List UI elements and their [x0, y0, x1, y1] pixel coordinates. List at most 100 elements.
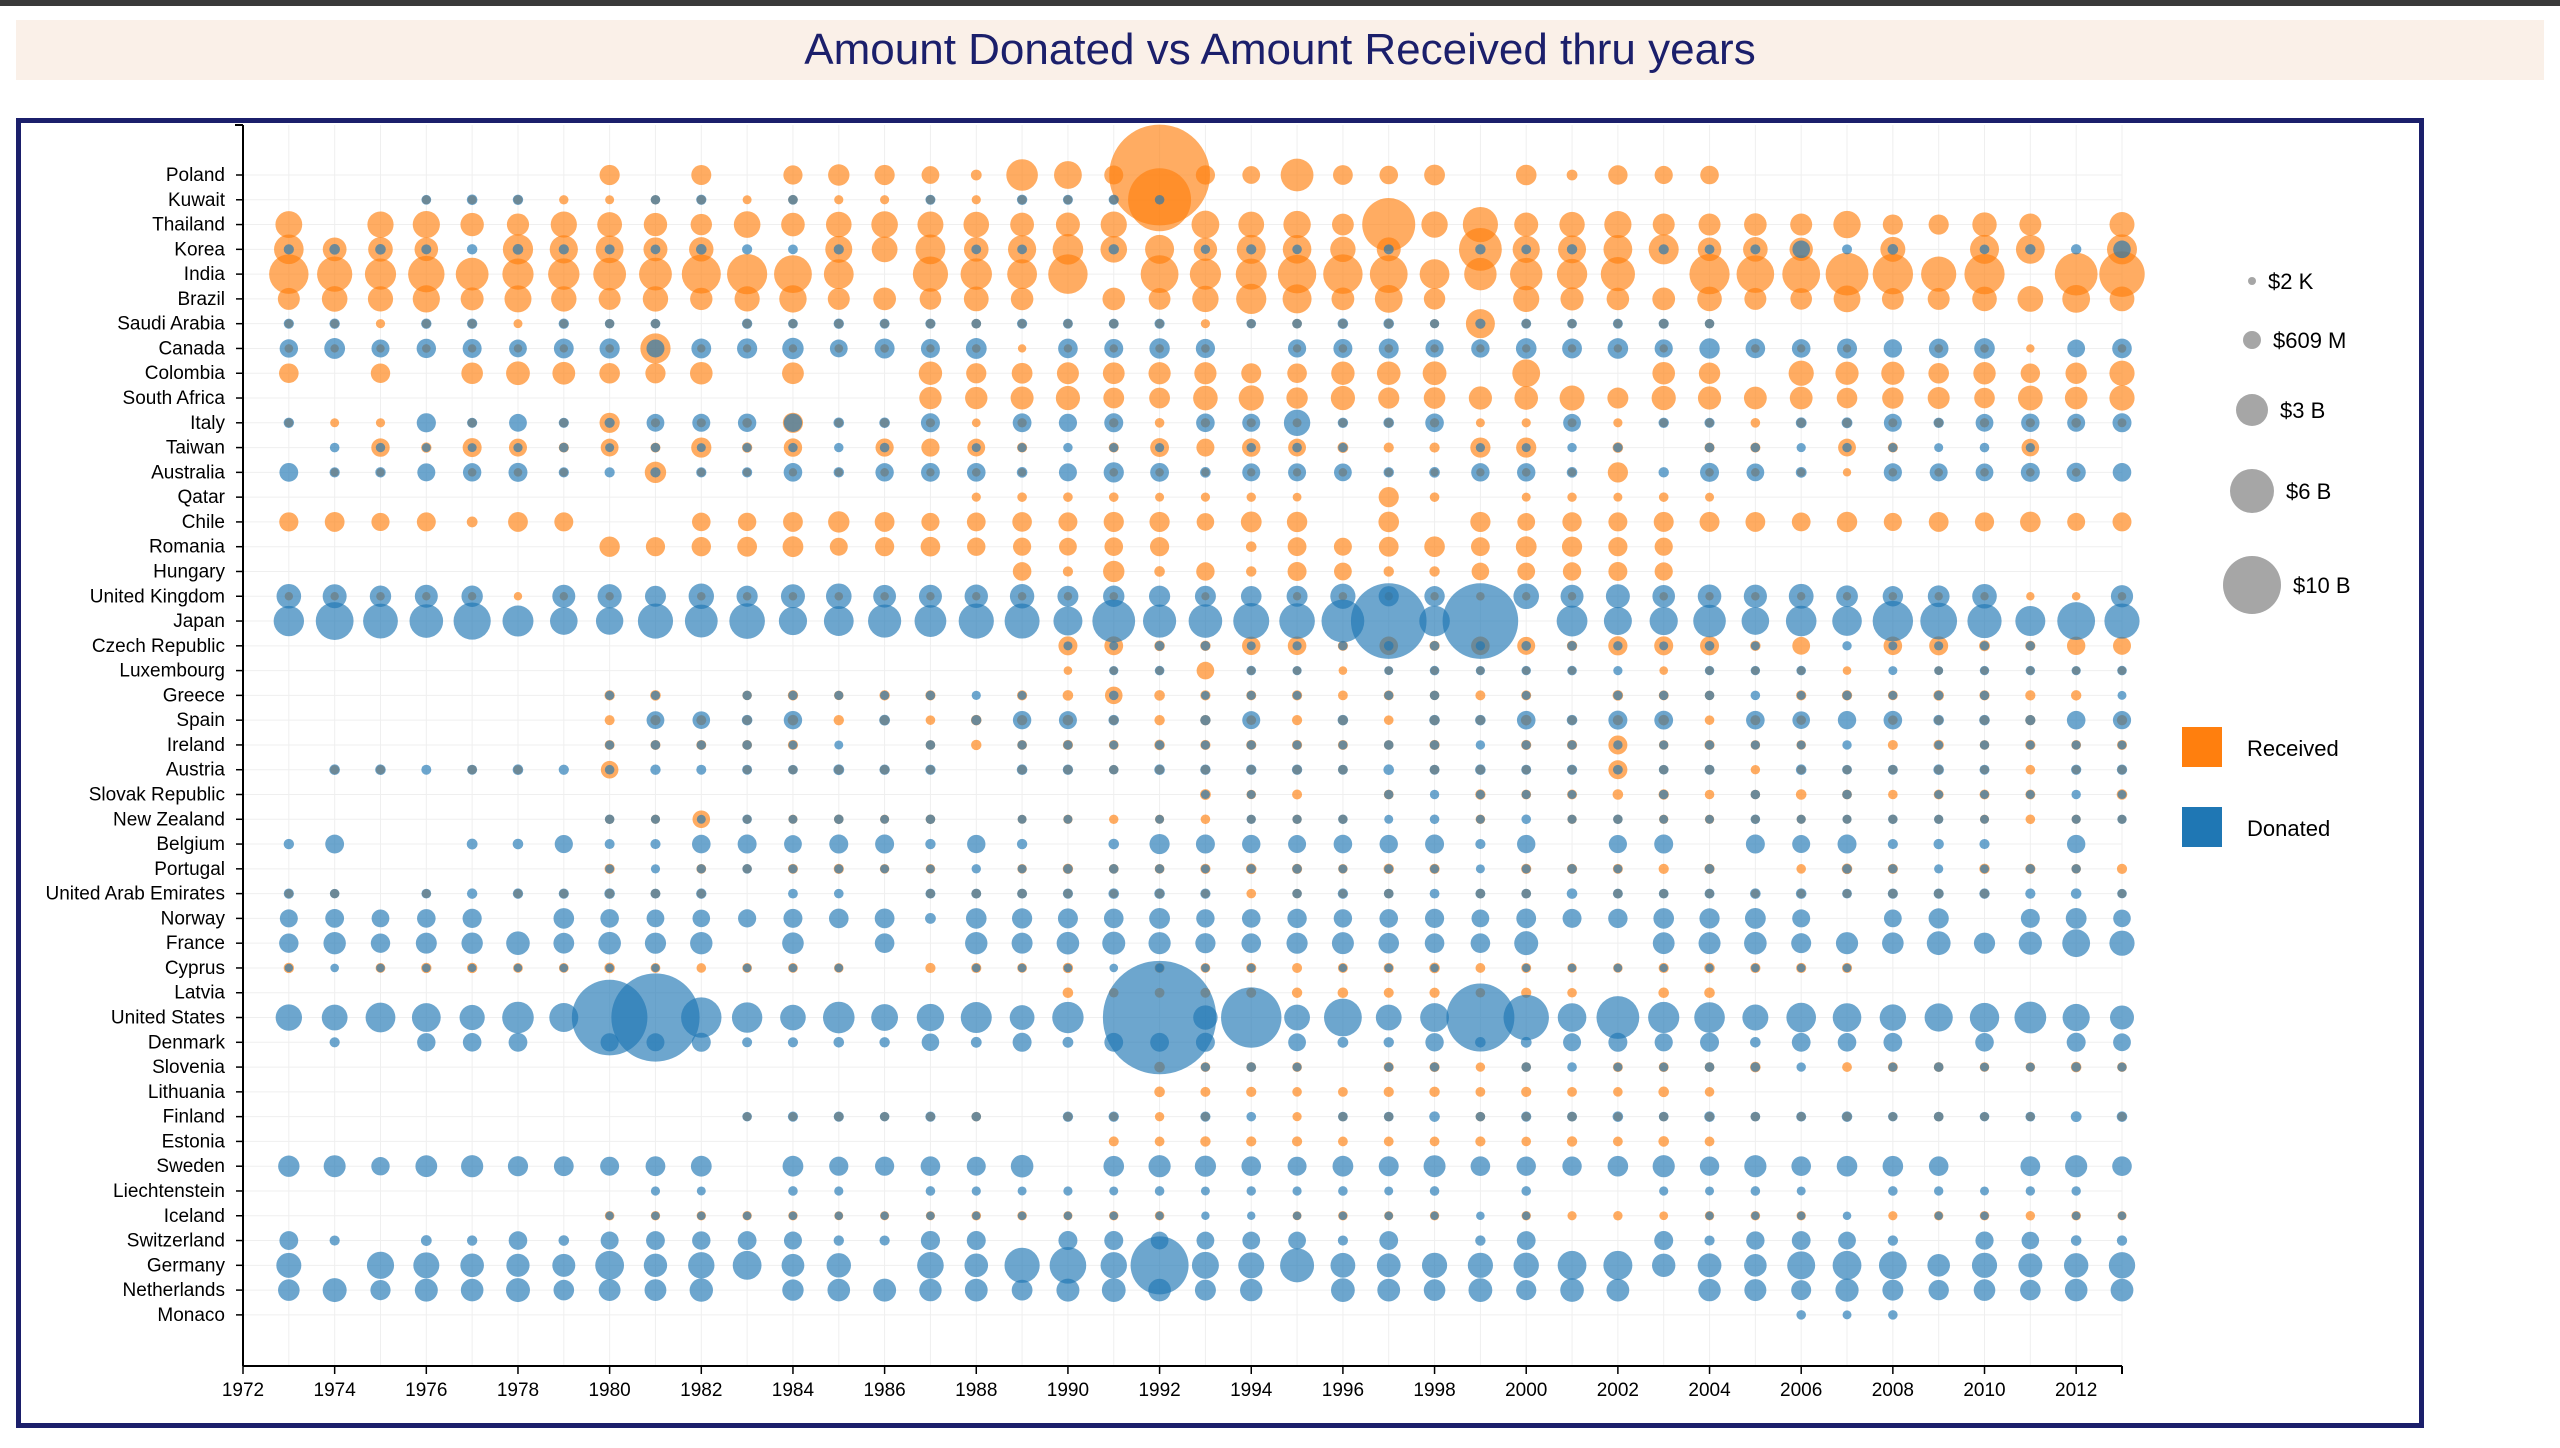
donated-bubble — [971, 690, 981, 700]
donated-bubble — [1842, 1310, 1852, 1320]
donated-bubble — [1016, 838, 1028, 850]
donated-bubble — [1744, 908, 1766, 929]
donated-bubble — [1004, 1247, 1040, 1283]
received-bubble — [1292, 1112, 1302, 1122]
donated-bubble — [926, 864, 935, 874]
received-bubble — [1468, 386, 1492, 410]
y-tick-label: Australia — [151, 462, 225, 483]
donated-bubble — [1795, 466, 1807, 478]
received-bubble — [1704, 715, 1715, 725]
donated-bubble — [414, 584, 438, 608]
donated-bubble — [1475, 641, 1486, 651]
donated-bubble — [2021, 413, 2040, 432]
donated-bubble — [512, 838, 524, 850]
donated-bubble — [1613, 442, 1623, 453]
donated-bubble — [1062, 1111, 1074, 1122]
donated-bubble — [1201, 963, 1210, 973]
donated-bubble — [1280, 1248, 1315, 1283]
donated-bubble — [1927, 1254, 1950, 1277]
received-bubble — [1200, 814, 1211, 825]
donated-bubble — [2066, 834, 2086, 854]
donated-bubble — [834, 690, 844, 700]
donated-bubble — [1704, 1062, 1715, 1072]
donated-bubble — [2071, 740, 2081, 750]
donated-bubble — [329, 244, 340, 255]
y-tick-label: Norway — [161, 908, 226, 929]
donated-bubble — [1933, 888, 1944, 899]
donated-bubble — [874, 338, 895, 359]
donated-bubble — [1103, 1155, 1125, 1177]
donated-bubble — [971, 244, 982, 255]
donated-bubble — [1566, 714, 1578, 726]
received-bubble — [1658, 987, 1670, 999]
donated-bubble — [1791, 1280, 1812, 1301]
received-bubble — [1238, 211, 1265, 238]
donated-bubble — [1888, 814, 1898, 825]
donated-bubble — [1383, 1111, 1394, 1122]
donated-bubble — [1608, 834, 1627, 854]
donated-bubble — [834, 1211, 843, 1220]
donated-bubble — [925, 764, 936, 775]
donated-bubble — [553, 338, 574, 359]
donated-bubble — [323, 931, 346, 955]
received-bubble — [506, 213, 530, 236]
donated-bubble — [1516, 1280, 1537, 1301]
donated-bubble — [1842, 740, 1852, 750]
donated-bubble — [1612, 888, 1623, 899]
donated-bubble — [2015, 606, 2046, 637]
donated-bubble — [1557, 1250, 1587, 1280]
donated-bubble — [1149, 338, 1170, 359]
donated-bubble — [1475, 864, 1485, 874]
donated-bubble — [1292, 666, 1302, 676]
donated-bubble — [875, 463, 894, 482]
donated-bubble — [1882, 1279, 1904, 1301]
received-bubble — [1652, 213, 1675, 236]
y-tick-label: Netherlands — [123, 1280, 225, 1301]
donated-bubble — [1567, 814, 1577, 824]
received-bubble — [1475, 418, 1485, 428]
received-bubble — [1698, 362, 1721, 384]
donated-bubble — [1109, 740, 1119, 750]
donated-bubble — [1062, 764, 1074, 775]
received-bubble — [2064, 386, 2088, 410]
legend-label-donated: Donated — [2247, 816, 2330, 841]
received-bubble — [1659, 666, 1669, 675]
donated-bubble — [508, 462, 528, 482]
donated-bubble — [1475, 888, 1486, 899]
donated-bubble — [1700, 1032, 1720, 1052]
received-bubble — [1928, 214, 1949, 235]
donated-bubble — [688, 1252, 715, 1279]
donated-bubble — [1017, 244, 1027, 255]
donated-bubble — [1838, 1231, 1856, 1250]
received-bubble — [1882, 214, 1903, 235]
received-bubble — [324, 512, 345, 532]
x-tick-label: 2002 — [1597, 1380, 1639, 1401]
received-bubble — [2071, 591, 2081, 601]
donated-bubble — [825, 583, 852, 610]
donated-bubble — [925, 1111, 936, 1122]
donated-bubble — [2020, 1279, 2041, 1301]
donated-bubble — [1888, 864, 1898, 874]
received-bubble — [554, 512, 574, 532]
received-bubble — [1240, 511, 1262, 533]
title-banner: Amount Donated vs Amount Received thru y… — [16, 20, 2544, 80]
received-bubble — [2020, 363, 2041, 383]
donated-bubble — [1973, 1279, 1996, 1301]
received-bubble — [1378, 536, 1399, 557]
donated-bubble — [1980, 1186, 1990, 1196]
y-tick-label: Belgium — [156, 834, 225, 855]
donated-bubble — [2112, 1156, 2132, 1176]
received-bubble — [1422, 361, 1447, 386]
donated-bubble — [1425, 834, 1445, 854]
donated-bubble — [1154, 864, 1165, 874]
y-tick-label: Monaco — [157, 1305, 225, 1326]
donated-bubble — [1563, 1033, 1582, 1052]
donated-bubble — [1063, 864, 1073, 874]
donated-bubble — [2104, 603, 2140, 639]
donated-bubble — [788, 888, 798, 899]
donated-bubble — [1384, 1211, 1394, 1221]
donated-bubble — [1331, 1278, 1355, 1302]
received-bubble — [1704, 1087, 1715, 1097]
donated-bubble — [1195, 933, 1216, 954]
received-bubble — [1154, 1111, 1165, 1122]
